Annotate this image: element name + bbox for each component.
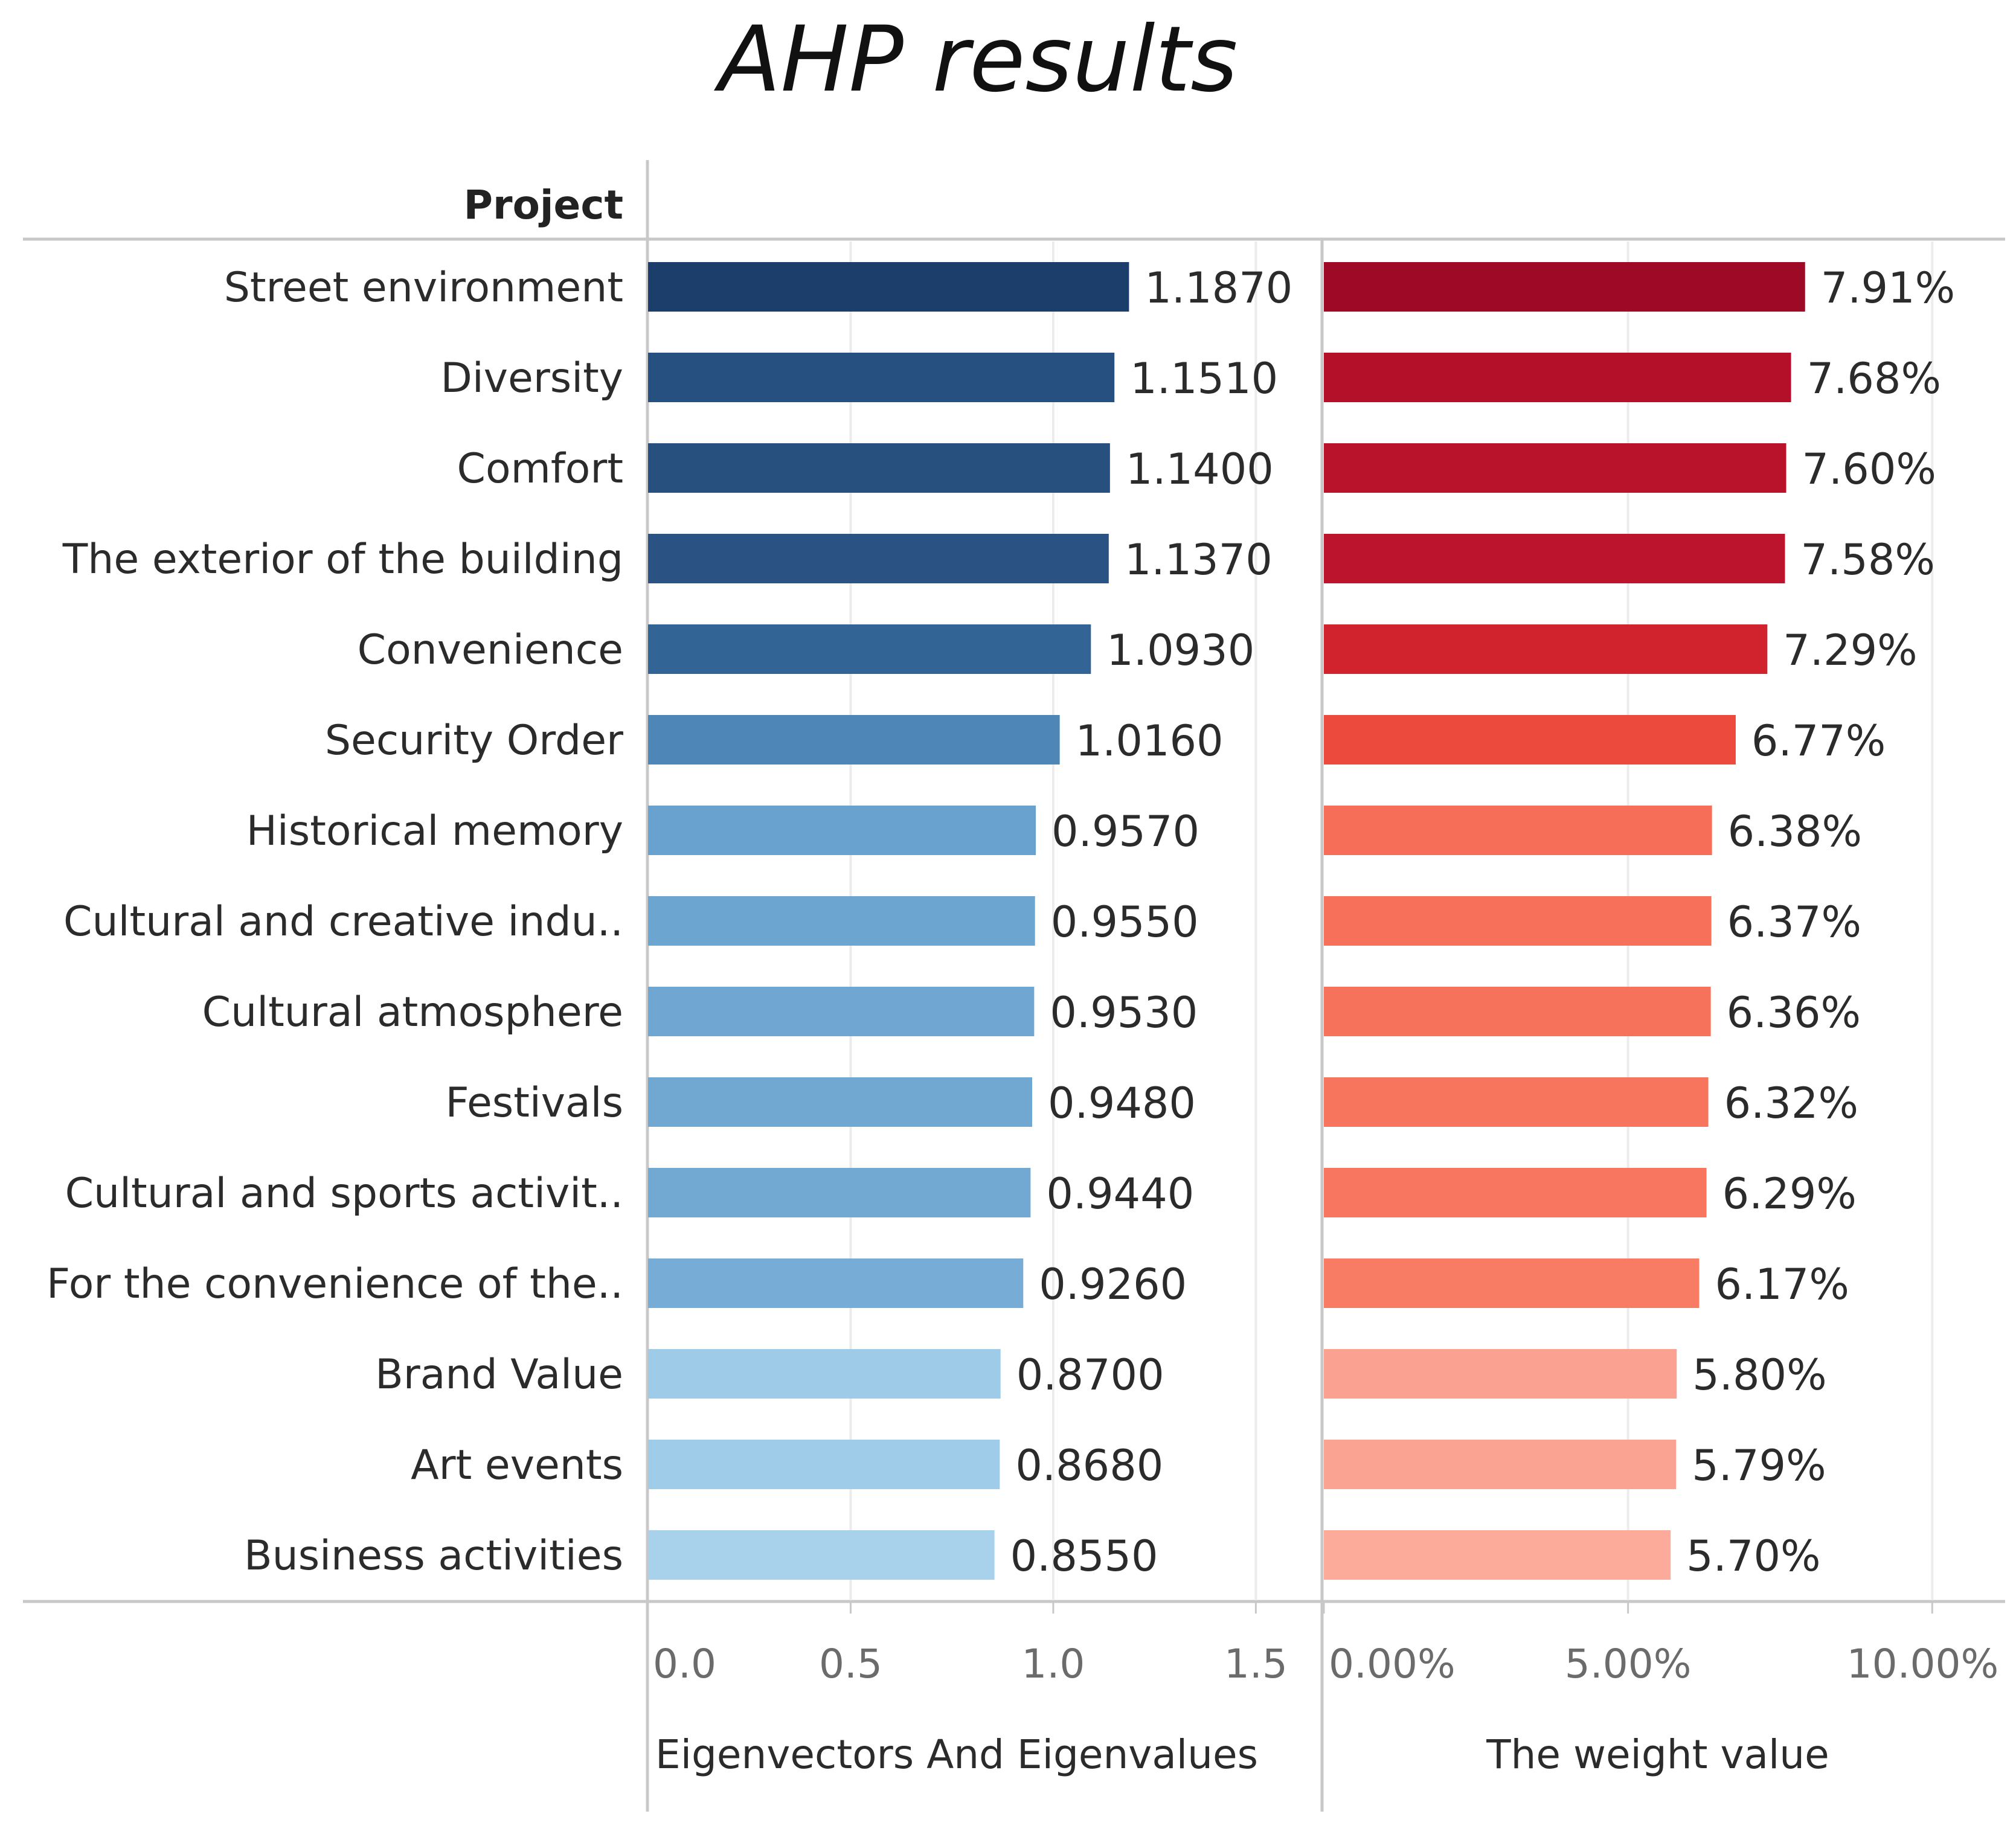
data-label: 7.91%	[1821, 263, 1955, 313]
data-label: 1.0160	[1076, 716, 1224, 766]
category-label: Comfort	[457, 445, 624, 493]
category-label: The exterior of the building	[62, 536, 623, 583]
bar	[648, 1530, 995, 1580]
bar	[648, 1168, 1031, 1217]
chart-title: AHP results	[714, 7, 1238, 112]
series-panel: 0.00% 5.00% 10.00% 7.91% 7.68% 7.60% 7.58% 7.29…	[1323, 262, 1999, 1778]
data-label: 0.9480	[1048, 1079, 1196, 1128]
category-label: For the convenience of the..	[47, 1260, 623, 1308]
bar	[1324, 896, 1712, 946]
row-header: Project	[464, 182, 623, 228]
bar	[1324, 1258, 1700, 1308]
bar	[648, 1077, 1033, 1127]
data-label: 1.1370	[1125, 535, 1273, 585]
data-label: 6.32%	[1724, 1079, 1858, 1128]
tick-label: 1.0	[1021, 1641, 1085, 1687]
bar	[1324, 1440, 1677, 1489]
data-label: 0.9550	[1051, 897, 1199, 947]
data-label: 0.9440	[1046, 1169, 1194, 1219]
data-label: 5.79%	[1692, 1441, 1826, 1490]
data-label: 7.58%	[1801, 535, 1935, 585]
category-label: Art events	[411, 1441, 623, 1489]
panels: 0.0 0.5 1.0 1.5 1.1870 1.1510 1.1400 1.1370 1.09…	[647, 262, 1999, 1778]
bar	[648, 987, 1035, 1036]
chart-frame	[23, 160, 2005, 1812]
bar	[1324, 1168, 1707, 1217]
category-label: Diversity	[440, 354, 623, 402]
bar	[1324, 624, 1768, 674]
tick-label: 1.5	[1224, 1641, 1288, 1687]
data-label: 0.8550	[1010, 1531, 1158, 1581]
data-label: 1.1510	[1130, 354, 1278, 403]
axis-title: Eigenvectors And Eigenvalues	[655, 1731, 1258, 1778]
data-label: 6.36%	[1727, 988, 1861, 1037]
data-label: 5.70%	[1686, 1531, 1820, 1581]
data-label: 1.0930	[1106, 626, 1254, 675]
data-label: 0.9570	[1051, 807, 1199, 856]
bar	[648, 1258, 1024, 1308]
category-label: Security Order	[325, 717, 623, 765]
bar	[1324, 1349, 1677, 1399]
bar	[1324, 1530, 1671, 1580]
category-labels: Street environment Diversity Comfort The ex…	[47, 264, 623, 1580]
category-label: Convenience	[358, 626, 623, 674]
category-label: Cultural and sports activit..	[65, 1170, 623, 1217]
bar	[648, 806, 1036, 855]
data-label: 1.1870	[1144, 263, 1292, 313]
data-label: 0.8680	[1015, 1441, 1163, 1490]
bar	[648, 1440, 1000, 1489]
bar	[648, 262, 1129, 312]
bar	[648, 1349, 1001, 1399]
tick-label: 10.00%	[1847, 1641, 1999, 1687]
bar	[648, 534, 1109, 583]
bar	[1324, 1077, 1709, 1127]
bar	[648, 896, 1035, 946]
axis-title: The weight value	[1486, 1731, 1829, 1778]
series-panel: 0.0 0.5 1.0 1.5 1.1870 1.1510 1.1400 1.1370 1.09…	[647, 262, 1292, 1778]
data-label: 0.9530	[1050, 988, 1198, 1037]
data-label: 6.29%	[1722, 1169, 1857, 1219]
data-label: 6.38%	[1728, 807, 1862, 856]
category-label: Cultural and creative indu..	[63, 898, 623, 946]
data-label: 6.77%	[1751, 716, 1886, 766]
data-label: 6.37%	[1727, 897, 1861, 947]
bar	[1324, 443, 1786, 493]
data-label: 7.68%	[1807, 354, 1941, 403]
bar	[648, 353, 1115, 402]
category-label: Historical memory	[246, 807, 623, 855]
bar	[1324, 715, 1736, 765]
category-label: Festivals	[446, 1079, 623, 1127]
bar	[648, 443, 1110, 493]
bar	[1324, 353, 1791, 402]
category-label: Cultural atmosphere	[202, 989, 623, 1036]
data-label: 0.9260	[1039, 1260, 1187, 1309]
bar	[1324, 262, 1805, 312]
data-label: 7.29%	[1783, 626, 1917, 675]
tick-label: 0.00%	[1329, 1641, 1456, 1687]
tick-label: 0.0	[653, 1641, 716, 1687]
bar	[648, 624, 1091, 674]
data-label: 1.1400	[1126, 444, 1274, 494]
tick-label: 5.00%	[1565, 1641, 1692, 1687]
tick-label: 0.5	[819, 1641, 882, 1687]
bar	[1324, 806, 1712, 855]
data-label: 0.8700	[1016, 1350, 1164, 1400]
data-label: 7.60%	[1802, 444, 1936, 494]
category-label: Business activities	[244, 1532, 623, 1580]
bar	[1324, 987, 1711, 1036]
data-label: 5.80%	[1692, 1350, 1826, 1400]
data-label: 6.17%	[1715, 1260, 1849, 1309]
category-label: Street environment	[224, 264, 623, 312]
category-label: Brand Value	[375, 1351, 623, 1399]
bar	[1324, 534, 1785, 583]
bar	[648, 715, 1060, 765]
